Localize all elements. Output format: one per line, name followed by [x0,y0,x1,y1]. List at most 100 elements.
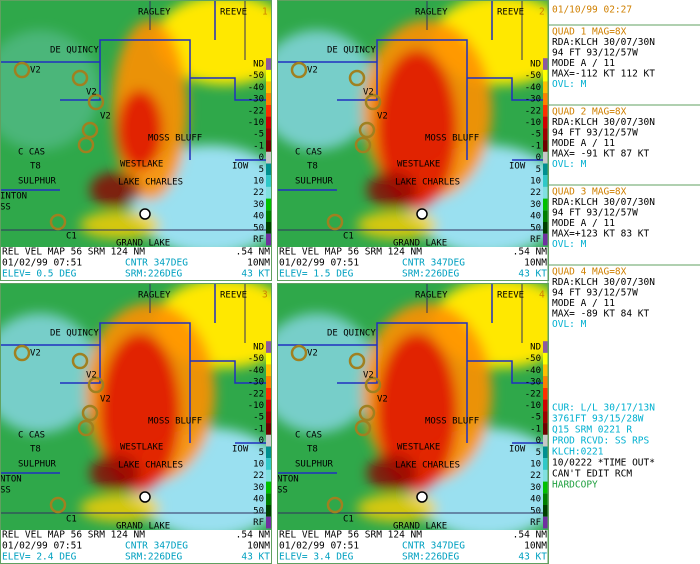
footer-text: ELEV= 1.5 DEG [279,269,354,280]
scale-swatch [543,198,549,211]
scale-swatch [543,505,549,517]
scale-label: 50 [253,506,264,516]
footer-text: CNTR 347DEG [125,541,188,552]
scale-swatch [543,458,549,470]
scale-label: 22 [253,188,264,198]
map-label: C CAS [295,431,322,441]
scale-swatch [266,105,272,117]
map-label: V2 [363,371,374,381]
scale-swatch [543,493,549,505]
outbound-red [100,333,180,493]
storm-marker [290,344,308,362]
map-label: GRAND LAKE [116,522,170,532]
map-label: DE QUINCY [50,329,99,339]
footer-text: CNTR 347DEG [125,258,188,269]
map-label: WESTLAKE [120,160,163,170]
map-label: WESTLAKE [397,443,440,453]
scale-label: RF [530,235,541,245]
scale-label: 0 [536,153,541,163]
scale-label: 10 [253,177,264,187]
scale-swatch [266,411,272,424]
scale-swatch [266,175,272,187]
scale-swatch [543,175,549,187]
scale-swatch [543,81,549,94]
quad-line: MAX= -89 KT 84 KT [552,309,650,320]
quad-number: 4 [539,290,545,301]
map-label: V2 [30,349,41,359]
scale-swatch [543,151,549,164]
quad-line: MAX=+123 KT 83 KT [552,229,650,240]
scale-label: -30 [525,95,541,105]
quadrant: RAGLEY REEVE DE QUINCY V2 V2 V2 MOSS BLUFF C CA… [277,0,549,281]
county-lines [0,283,272,474]
scale-swatch [266,128,272,141]
storm-marker [87,376,105,394]
radar-image: RAGLEY REEVE DE QUINCY V2 V2 V2 MOSS BLUFF C CA… [277,283,549,530]
storm-marker [81,404,99,422]
boundary [0,0,272,231]
scale-swatch [266,446,272,459]
scale-swatch [543,222,549,234]
overlay: OVL: M [552,79,587,90]
scale-swatch [266,69,272,82]
scale-label: 10 [253,460,264,470]
map-label: IOW [232,445,249,455]
scale-label: -5 [530,130,541,140]
footer-text: SRM:226DEG [125,552,182,563]
scale-swatch [266,388,272,400]
velocity-field [0,283,272,530]
outbound-yellow [155,0,272,85]
scale-label: -1 [530,424,541,434]
map-label: LAKE CHARLES [395,178,460,188]
scale-swatch [266,210,272,222]
quad-line: 94 FT 93/12/57W [552,48,638,59]
footer-text: 43 KT [241,269,270,280]
map-label: RAGLEY [138,291,171,301]
edge-label: SS [277,486,288,496]
scale-swatch [543,69,549,82]
status: 3761FT 93/15/28W [552,414,644,425]
scale-label: -10 [525,401,541,411]
scale-label: -50 [525,71,541,81]
quad-head: QUAD 1 MAG=8X [552,27,627,38]
status: Q15 SRM 0221 R [552,425,632,436]
scale-label: -30 [248,378,264,388]
scale-swatch [266,364,272,377]
storm-marker [348,352,366,370]
map-label: SULPHUR [295,460,334,470]
scale-label: -10 [248,118,264,128]
scale-swatch [266,505,272,517]
quad-line: 94 FT 93/12/57W [552,288,638,299]
quad-line: RDA:KLCH 30/07/30N [552,197,655,208]
edge-label: NTON [277,475,299,485]
quad-number: 2 [539,7,545,18]
storm-marker [13,344,31,362]
map-label: SULPHUR [295,177,334,187]
footer-text: SRM:226DEG [125,269,182,280]
scale-swatch [543,423,549,435]
map-label: GRAND LAKE [393,239,447,249]
map-label: C CAS [18,148,45,158]
scale-swatch [543,364,549,377]
scale-swatch [543,388,549,400]
map-label: REEVE [497,8,524,18]
map-label: LAKE CHARLES [118,461,183,471]
footer-text: SRM:226DEG [402,552,459,563]
edge-label: NTON [0,475,22,485]
county-lines [277,0,549,191]
scale-label: 30 [530,200,541,210]
scale-swatch [543,210,549,222]
footer-text: .54 NM [513,530,548,541]
scale-label: -1 [530,141,541,151]
scale-swatch [543,93,549,105]
map-label: V2 [363,88,374,98]
storm-marker [354,136,372,154]
quad-head: QUAD 3 MAG=8X [552,187,627,198]
quad-line: RDA:KLCH 30/07/30N [552,37,655,48]
quad-head: QUAD 2 MAG=8X [552,107,627,118]
map-label: V2 [86,371,97,381]
map-label: MOSS BLUFF [425,134,479,144]
velocity-field [0,0,272,247]
storm-marker [87,93,105,111]
